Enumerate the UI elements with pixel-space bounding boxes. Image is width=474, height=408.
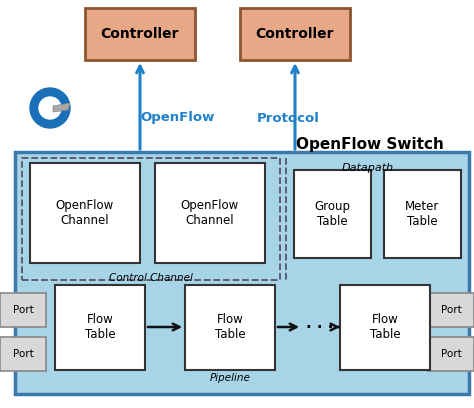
Text: Control Channel: Control Channel [109, 273, 193, 283]
Circle shape [30, 88, 70, 128]
Bar [185, 285, 275, 370]
Text: Flow
Table: Flow Table [85, 313, 115, 341]
Bar [15, 152, 469, 394]
Text: OpenFlow: OpenFlow [141, 111, 215, 124]
Text: Port: Port [13, 305, 33, 315]
Bar [30, 163, 140, 263]
Text: OpenFlow
Channel: OpenFlow Channel [56, 199, 114, 227]
Bar [340, 285, 430, 370]
Bar [294, 170, 371, 258]
Bar [428, 293, 474, 327]
Text: Pipeline: Pipeline [210, 373, 250, 383]
Text: Controller: Controller [101, 27, 179, 41]
Text: Meter
Table: Meter Table [405, 200, 439, 228]
Text: OpenFlow Switch: OpenFlow Switch [296, 137, 444, 151]
Text: Controller: Controller [256, 27, 334, 41]
Text: Port: Port [13, 349, 33, 359]
Text: Port: Port [441, 305, 461, 315]
Bar [240, 8, 350, 60]
Bar [0, 293, 46, 327]
Circle shape [39, 97, 61, 119]
Text: Protocol: Protocol [256, 111, 319, 124]
Polygon shape [53, 103, 70, 112]
Text: Port: Port [441, 349, 461, 359]
Text: Group
Table: Group Table [314, 200, 350, 228]
Bar [155, 163, 265, 263]
Text: Flow
Table: Flow Table [215, 313, 246, 341]
Bar [428, 337, 474, 371]
Text: Datapath: Datapath [342, 163, 394, 173]
Text: OpenFlow
Channel: OpenFlow Channel [181, 199, 239, 227]
Bar [55, 285, 145, 370]
Text: · · ·: · · · [306, 319, 334, 335]
Bar [0, 337, 46, 371]
Bar [22, 158, 280, 280]
Bar [384, 170, 461, 258]
Text: Flow
Table: Flow Table [370, 313, 401, 341]
Bar [85, 8, 195, 60]
